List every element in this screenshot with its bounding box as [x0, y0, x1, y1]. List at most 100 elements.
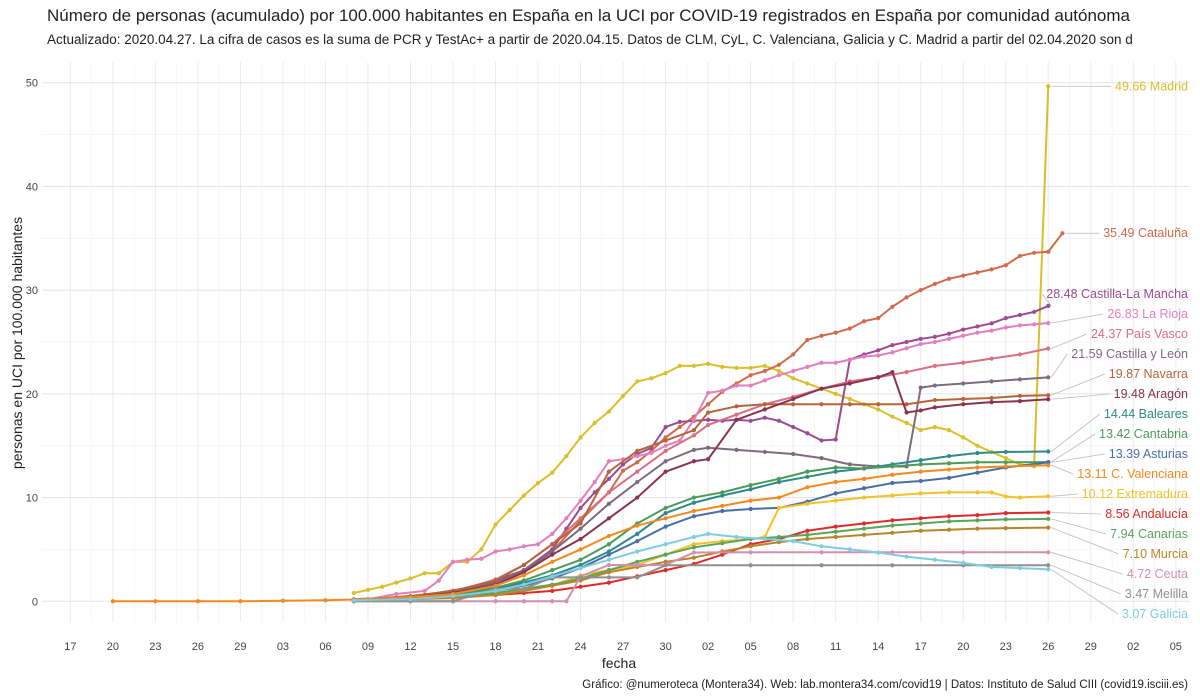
y-tick-label: 20: [26, 389, 38, 401]
data-point: [961, 360, 966, 365]
data-point: [1017, 565, 1023, 571]
data-point: [493, 578, 498, 583]
data-point: [890, 304, 895, 309]
series-line: [353, 532, 1049, 602]
data-point: [904, 420, 909, 425]
data-point: [706, 457, 711, 462]
x-tick-label: 17: [915, 641, 927, 653]
data-point: [833, 479, 838, 485]
data-point: [791, 352, 796, 357]
label-leader-line: [1051, 512, 1102, 515]
data-point: [578, 498, 583, 503]
data-point: [833, 498, 838, 503]
data-point: [720, 493, 725, 498]
data-point: [890, 343, 895, 348]
x-tick-label: 03: [277, 641, 289, 653]
x-tick-label: 14: [872, 641, 884, 653]
data-point: [776, 495, 782, 500]
data-point: [904, 402, 909, 407]
data-point: [663, 371, 668, 376]
data-point: [1046, 397, 1051, 402]
data-point: [975, 270, 980, 275]
data-point: [975, 470, 980, 475]
y-tick-label: 40: [26, 181, 38, 193]
data-point: [1003, 449, 1008, 455]
data-point: [989, 267, 994, 272]
data-point: [975, 443, 980, 448]
data-point: [578, 575, 583, 580]
data-point: [1060, 231, 1065, 236]
data-point: [989, 321, 994, 326]
data-point: [918, 491, 923, 496]
data-point: [805, 485, 810, 490]
data-point: [861, 476, 867, 481]
data-point: [720, 388, 725, 393]
data-point: [805, 501, 810, 506]
x-tick-label: 23: [1000, 641, 1012, 653]
label-leader-line: [1051, 333, 1088, 349]
data-point: [748, 365, 753, 371]
data-point: [819, 544, 824, 549]
data-point: [436, 571, 441, 576]
data-point: [904, 554, 909, 559]
data-point: [450, 559, 456, 564]
data-point: [351, 598, 356, 603]
data-point: [380, 584, 385, 589]
series-end-label: 28.48 Castilla-La Mancha: [1046, 287, 1188, 301]
data-point: [932, 383, 937, 388]
series-end-label: 8.56 Andalucía: [1105, 507, 1188, 521]
data-point: [280, 598, 286, 603]
data-point: [1046, 567, 1051, 572]
data-point: [521, 578, 526, 583]
data-point: [918, 469, 923, 474]
data-point: [975, 518, 980, 523]
label-leader-line: [1051, 373, 1105, 396]
data-point: [493, 592, 498, 598]
data-point: [861, 319, 867, 324]
data-point: [1017, 393, 1023, 399]
data-point: [918, 408, 923, 413]
data-point: [918, 462, 923, 467]
data-point: [890, 518, 895, 523]
data-point: [833, 469, 838, 474]
data-point: [635, 559, 640, 564]
data-point: [1003, 511, 1008, 516]
data-point: [1003, 263, 1008, 268]
data-point: [748, 498, 753, 503]
chart-subtitle: Actualizado: 2020.04.27. La cifra de cas…: [47, 32, 1133, 47]
data-point: [762, 368, 767, 374]
data-point: [691, 555, 697, 560]
data-point: [975, 465, 980, 470]
data-point: [720, 503, 725, 508]
series-line: [353, 461, 1049, 602]
data-point: [521, 570, 526, 575]
x-tick-label: 30: [659, 641, 671, 653]
data-point: [734, 417, 739, 422]
data-point: [578, 565, 583, 571]
data-point: [776, 505, 782, 511]
data-point: [975, 324, 980, 329]
label-leader-line: [1051, 464, 1074, 475]
data-point: [606, 549, 612, 554]
data-point: [1046, 494, 1051, 499]
data-point: [1046, 525, 1051, 530]
series-line: [353, 517, 1049, 602]
data-point: [422, 571, 427, 576]
series-end-label: 49.66 Madrid: [1115, 79, 1188, 93]
data-point: [989, 564, 994, 570]
data-point: [606, 469, 612, 474]
data-point: [1017, 253, 1023, 259]
data-point: [946, 519, 952, 524]
data-point: [791, 424, 796, 430]
data-point: [890, 563, 895, 568]
data-point: [876, 402, 881, 407]
data-point: [691, 500, 697, 505]
data-point: [578, 557, 583, 562]
data-point: [635, 453, 640, 459]
data-point: [946, 475, 952, 480]
data-point: [635, 531, 640, 536]
x-tick-label: 05: [1170, 641, 1182, 653]
data-point: [663, 505, 668, 511]
data-point: [663, 448, 668, 453]
data-point: [1046, 84, 1051, 89]
